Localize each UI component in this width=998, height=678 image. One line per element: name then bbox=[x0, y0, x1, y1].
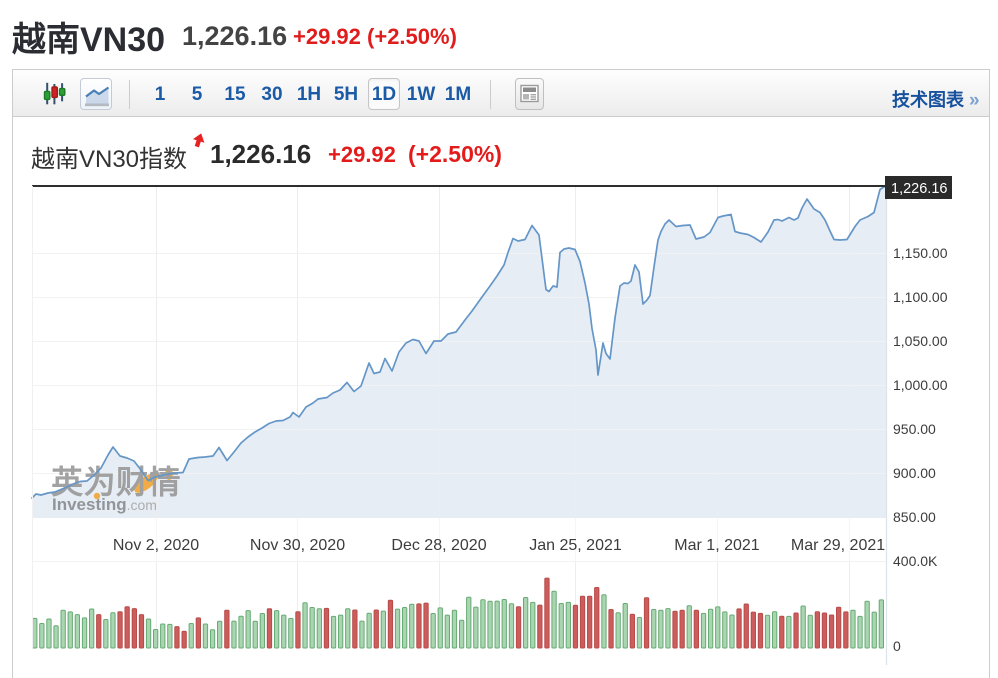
svg-text:Investing.com: Investing.com bbox=[52, 495, 157, 514]
svg-text:1,150.00: 1,150.00 bbox=[893, 245, 948, 261]
svg-text:1,226.16: 1,226.16 bbox=[891, 181, 947, 197]
svg-text:英为财情: 英为财情 bbox=[51, 464, 181, 500]
svg-text:Mar 29, 2021: Mar 29, 2021 bbox=[791, 537, 885, 554]
svg-text:Jan 25, 2021: Jan 25, 2021 bbox=[529, 537, 622, 554]
svg-text:950.00: 950.00 bbox=[893, 421, 936, 437]
svg-text:1,000.00: 1,000.00 bbox=[893, 377, 948, 393]
svg-text:1,050.00: 1,050.00 bbox=[893, 333, 948, 349]
svg-text:Nov 2, 2020: Nov 2, 2020 bbox=[113, 537, 199, 554]
svg-text:Dec 28, 2020: Dec 28, 2020 bbox=[391, 537, 486, 554]
svg-text:0: 0 bbox=[893, 638, 901, 654]
svg-text:Nov 30, 2020: Nov 30, 2020 bbox=[250, 537, 345, 554]
svg-text:1,100.00: 1,100.00 bbox=[893, 289, 948, 305]
svg-text:400.0K: 400.0K bbox=[893, 553, 938, 569]
svg-text:900.00: 900.00 bbox=[893, 465, 936, 481]
svg-text:Mar 1, 2021: Mar 1, 2021 bbox=[674, 537, 759, 554]
svg-text:850.00: 850.00 bbox=[893, 509, 936, 525]
